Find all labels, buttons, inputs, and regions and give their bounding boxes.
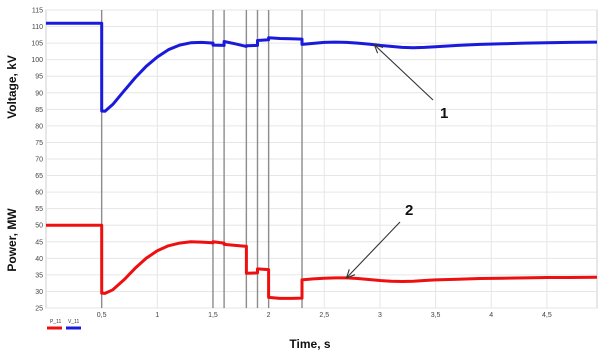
x-tick-label: 2,5 [319, 312, 329, 319]
y-tick-label: 25 [35, 306, 43, 313]
y-tick-label: 60 [35, 190, 43, 197]
x-tick-label: 1,5 [208, 312, 218, 319]
legend-label-v: V_11 [68, 319, 80, 325]
x-tick-label: 0,5 [97, 312, 107, 319]
y-tick-label: 95 [35, 74, 43, 81]
x-tick-label: 3 [378, 312, 382, 319]
x-tick-label: 4,5 [542, 312, 552, 319]
annotation-arrowhead [345, 269, 356, 279]
y-tick-label: 70 [35, 157, 43, 164]
y-tick-label: 30 [35, 289, 43, 296]
legend: P_11 V_11 [47, 319, 81, 330]
y-tick-label: 85 [35, 107, 43, 114]
y-axis-label-power: Power, MW [5, 208, 19, 272]
y-tick-labels: 25 30 35 40 45 50 55 60 65 70 75 80 85 90 95 100 105 110 1… [31, 8, 43, 313]
series-line-p-11 [46, 223, 598, 300]
y-tick-label: 50 [35, 223, 43, 230]
y-tick-label: 55 [35, 206, 43, 213]
y-tick-label: 90 [35, 90, 43, 97]
y-tick-label: 100 [31, 57, 43, 64]
y-tick-label: 65 [35, 173, 43, 180]
annotation-layer: 12 [345, 43, 448, 279]
x-tick-label: 4 [489, 312, 493, 319]
x-axis-label: Time, s [289, 337, 330, 351]
series-layer [46, 21, 598, 300]
y-tick-label: 80 [35, 123, 43, 130]
annotation-arrowhead [373, 43, 384, 54]
x-tick-label: 2 [267, 312, 271, 319]
annotation-arrow [373, 44, 434, 101]
annotation-label-1: 1 [440, 105, 448, 122]
x-tick-labels: 0,5 1 1,5 2 2,5 3 3,5 4 4,5 [97, 312, 552, 319]
x-tick-label: 3,5 [431, 312, 441, 319]
y-tick-label: 45 [35, 239, 43, 246]
y-axis-label-voltage: Voltage, kV [5, 55, 19, 119]
y-tick-label: 40 [35, 256, 43, 263]
series-line-v-11 [46, 21, 598, 113]
annotation-label-2: 2 [405, 202, 413, 219]
y-tick-label: 75 [35, 140, 43, 147]
y-tick-label: 105 [31, 41, 43, 48]
annotation-arrow [346, 221, 401, 279]
y-tick-label: 110 [32, 24, 43, 31]
y-tick-label: 35 [35, 272, 43, 279]
x-tick-label: 1 [155, 312, 159, 319]
y-tick-label: 115 [32, 8, 43, 15]
legend-label-p: P_11 [50, 319, 62, 325]
